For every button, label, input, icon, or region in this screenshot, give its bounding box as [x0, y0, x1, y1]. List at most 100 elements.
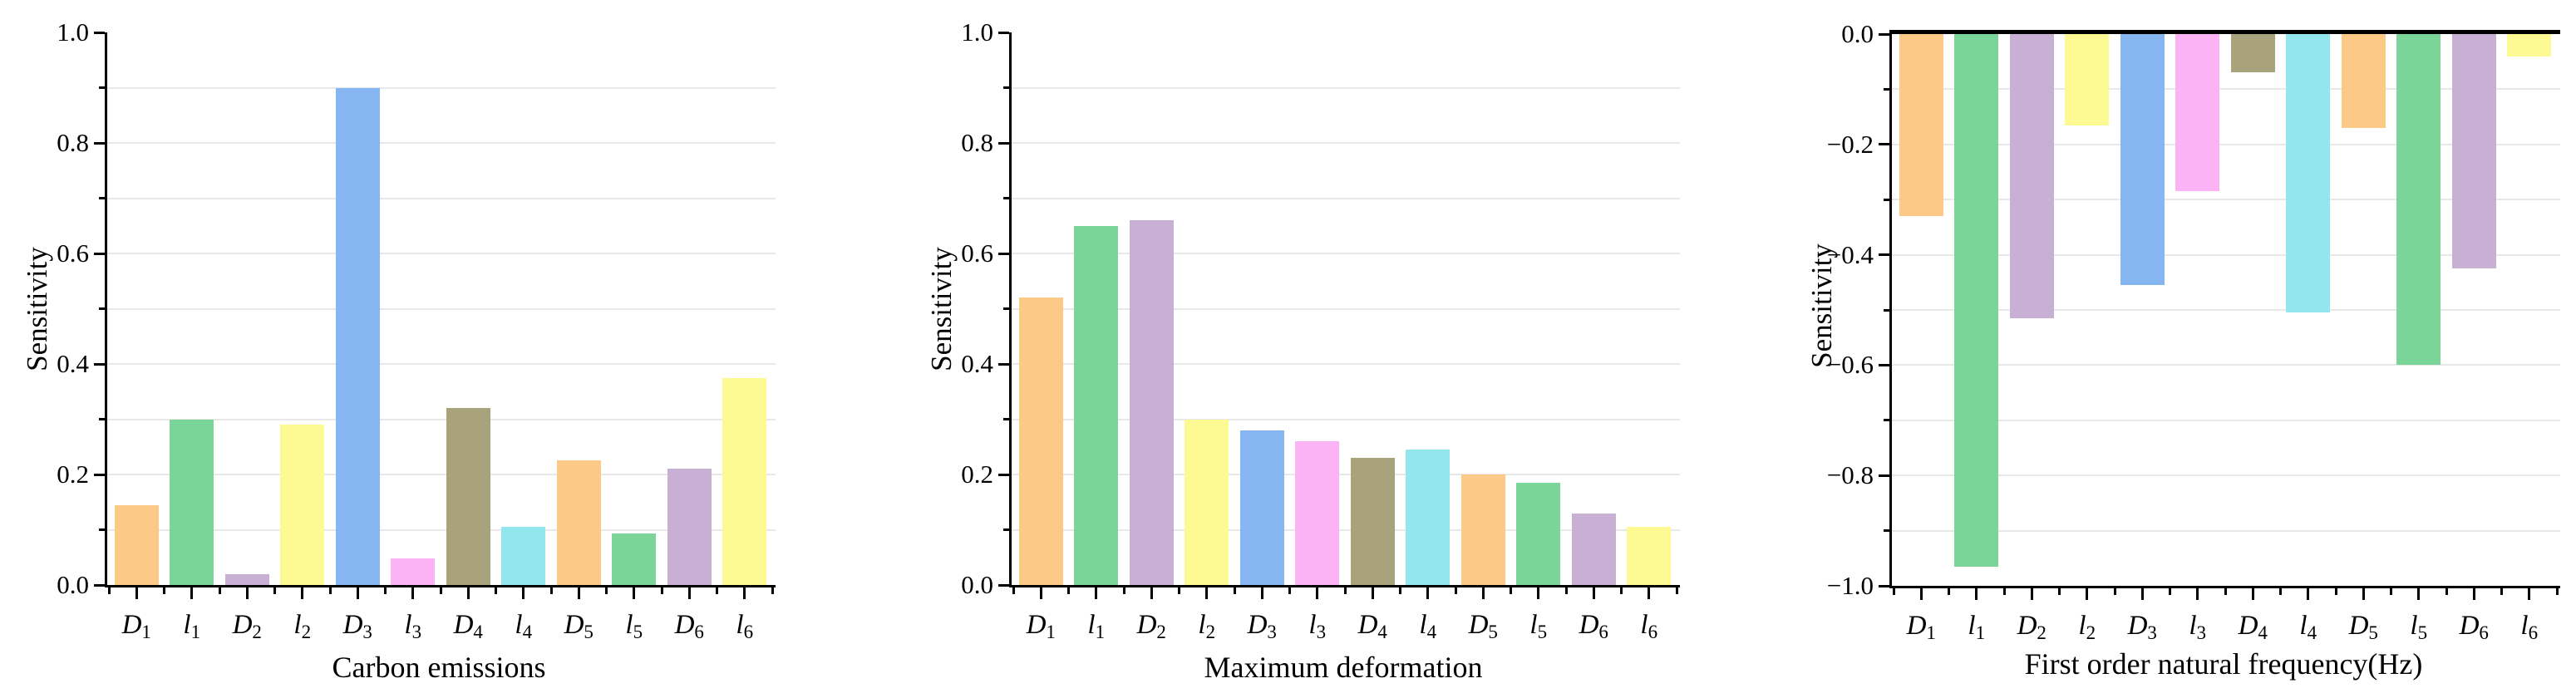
gridline	[1892, 309, 2560, 311]
y-minor-tick	[1003, 197, 1009, 199]
x-major-tick	[135, 587, 138, 599]
x-major-tick	[301, 587, 304, 599]
x-category-label: l6	[1640, 610, 1658, 642]
x-category-label: l5	[625, 610, 643, 642]
gridline	[1012, 363, 1680, 365]
x-minor-tick	[2390, 588, 2392, 595]
gridline	[107, 307, 776, 310]
y-major-tick	[94, 473, 105, 476]
gridline	[1012, 418, 1680, 420]
x-minor-tick	[2279, 588, 2282, 595]
x-category-label: D6	[2459, 611, 2489, 643]
x-minor-tick	[2169, 588, 2171, 595]
chart-panel-maximum-deformation: Sensitivity Maximum deformation 0.0 0.2 0.…	[859, 0, 1717, 698]
x-minor-tick	[439, 587, 442, 594]
gridline	[1892, 419, 2560, 421]
x-category-label: D3	[2127, 611, 2157, 643]
x-major-tick	[2362, 588, 2365, 600]
x-axis-label: Maximum deformation	[1204, 651, 1483, 684]
y-major-tick	[1879, 32, 1889, 36]
x-major-tick	[522, 587, 525, 599]
gridline	[107, 528, 776, 531]
x-minor-tick	[1399, 587, 1401, 594]
bar-l_3	[2175, 34, 2220, 192]
x-major-tick	[1481, 587, 1485, 599]
x-major-tick	[2472, 588, 2475, 600]
x-category-label: l2	[293, 610, 312, 642]
y-tick-label: 0.2	[57, 460, 89, 489]
gridline	[1892, 529, 2560, 532]
x-category-label: D2	[1136, 610, 1166, 642]
gridline	[107, 197, 776, 199]
bar-l_2	[1185, 419, 1229, 585]
x-major-tick	[1095, 587, 1098, 599]
x-major-tick	[1426, 587, 1430, 599]
x-category-label: D1	[121, 610, 151, 642]
x-category-label: l5	[2410, 611, 2428, 643]
x-major-tick	[2528, 588, 2531, 600]
x-major-tick	[1150, 587, 1153, 599]
bar-D_3	[2120, 34, 2165, 286]
x-minor-tick	[1675, 587, 1678, 594]
x-major-tick	[1205, 587, 1209, 599]
y-minor-tick	[1003, 86, 1009, 89]
gridline	[1892, 474, 2560, 477]
y-major-tick	[94, 31, 105, 34]
gridline	[1012, 307, 1680, 310]
gridline	[1892, 88, 2560, 91]
x-major-tick	[1592, 587, 1595, 599]
bar-D_3	[335, 87, 380, 585]
x-category-label: D1	[1026, 610, 1056, 642]
plot-area: 0.0 0.2 0.4 0.6 0.8 1.0 D1 l1 D2 l2 D3 l3 D4 l4 D5 l5 D6…	[961, 17, 1680, 641]
x-minor-tick	[1343, 587, 1347, 594]
bar-l_4	[501, 527, 546, 585]
x-major-tick	[2251, 588, 2254, 600]
x-minor-tick	[2500, 588, 2503, 595]
y-tick-label: 0.0	[961, 570, 993, 599]
gridline	[1892, 253, 2560, 256]
gridline	[1012, 528, 1680, 531]
y-tick-label: 0.4	[57, 349, 89, 378]
y-tick-label: 0.6	[961, 238, 993, 268]
bar-l_6	[722, 377, 767, 585]
y-major-tick	[94, 583, 105, 587]
y-major-tick	[998, 141, 1009, 145]
bar-D_1	[114, 504, 159, 585]
y-major-tick	[1879, 143, 1889, 146]
x-category-label: l3	[404, 610, 422, 642]
x-category-label: l3	[2189, 611, 2207, 643]
x-minor-tick	[2334, 588, 2337, 595]
gridline	[1892, 143, 2560, 145]
x-major-tick	[2086, 588, 2089, 600]
x-minor-tick	[1067, 587, 1070, 594]
y-minor-tick	[1884, 198, 1889, 201]
y-minor-tick	[99, 197, 105, 199]
x-category-label: D2	[2017, 611, 2047, 643]
gridline	[1012, 86, 1680, 89]
gridline	[107, 86, 776, 89]
x-major-tick	[1919, 588, 1923, 600]
x-category-label: D6	[674, 610, 704, 642]
y-major-tick	[94, 362, 105, 366]
y-major-tick	[998, 362, 1009, 366]
gridline	[107, 474, 776, 475]
x-major-tick	[2140, 588, 2144, 600]
x-category-label: l4	[515, 610, 533, 642]
x-minor-tick	[384, 587, 387, 594]
x-minor-tick	[1122, 587, 1125, 594]
bar-D_4	[2230, 34, 2275, 73]
bar-l_5	[612, 533, 657, 585]
y-minor-tick	[99, 418, 105, 420]
gridline	[107, 363, 776, 365]
x-axis-label: First order natural frequency(Hz)	[2024, 647, 2423, 681]
x-category-label: D3	[342, 610, 372, 642]
y-tick-label: 1.0	[961, 17, 993, 47]
x-minor-tick	[163, 587, 165, 594]
bar-l_4	[2286, 34, 2331, 313]
x-category-label: l1	[1087, 610, 1106, 642]
gridline	[107, 418, 776, 420]
y-minor-tick	[99, 528, 105, 531]
x-category-label: D3	[1247, 610, 1277, 642]
bar-l_3	[391, 558, 436, 585]
y-major-tick	[1879, 253, 1889, 257]
